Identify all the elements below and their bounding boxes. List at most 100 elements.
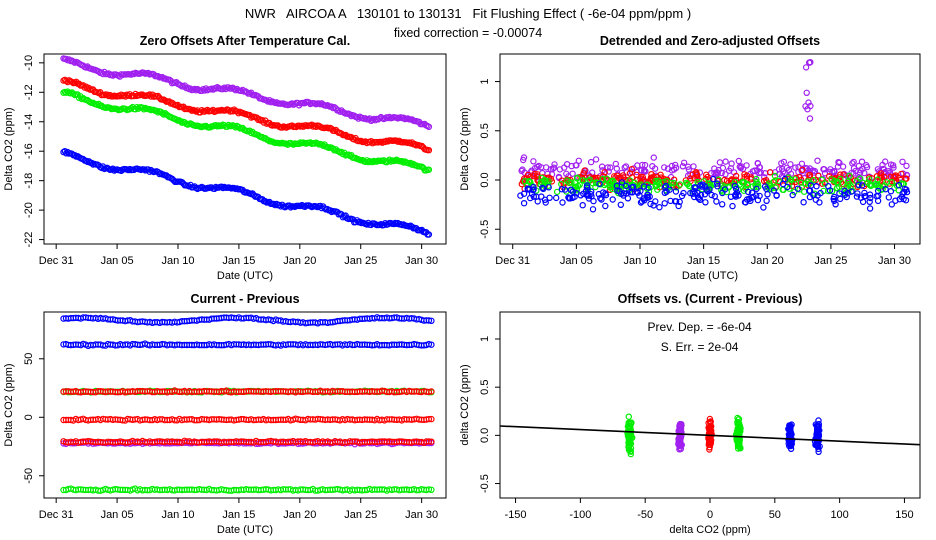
point-blue (638, 198, 646, 205)
y-tick-label: -20 (23, 202, 35, 218)
point-green (425, 486, 433, 493)
point-blue (731, 182, 739, 190)
point-blue (622, 182, 630, 190)
point-blue (855, 181, 862, 188)
point-green (521, 177, 529, 185)
point-red (425, 146, 433, 154)
point-blue (901, 188, 908, 196)
y-tick-label: 0.5 (479, 380, 491, 395)
point-blue (806, 193, 814, 201)
point-green (425, 166, 433, 173)
point-blue (637, 187, 644, 195)
point-green (655, 180, 663, 188)
point-purple (849, 160, 856, 167)
y-tick-label: -12 (23, 84, 35, 100)
point-blue (858, 182, 866, 189)
point-blue (602, 202, 609, 210)
point-red (614, 172, 621, 179)
point-green (218, 122, 225, 130)
point-green (159, 110, 166, 117)
point-purple (672, 164, 680, 171)
y-axis-label: Delta CO2 (ppm) (459, 107, 471, 190)
y-tick-label: 1 (479, 79, 491, 85)
point-green (599, 175, 606, 183)
data-points (517, 59, 911, 213)
point-red (633, 171, 640, 179)
point-green (804, 178, 812, 185)
y-axis-label: Delta CO2 (ppm) (3, 363, 15, 446)
point-blue (530, 186, 537, 193)
point-blue (633, 188, 641, 195)
point-red (766, 169, 774, 176)
point-purple (775, 166, 783, 173)
point-purple (520, 154, 528, 161)
point-red (707, 436, 714, 443)
point-green (609, 177, 616, 184)
point-blue (559, 199, 566, 206)
point-purple (863, 161, 870, 169)
x-tick-label: Jan 15 (222, 509, 255, 521)
point-green (70, 90, 77, 97)
point-purple (639, 161, 646, 169)
x-tick-label: Jan 30 (878, 255, 911, 267)
point-red (707, 427, 715, 434)
point-red (639, 173, 647, 181)
point-purple (879, 161, 886, 169)
chart-panel-2: Detrended and Zero-adjusted Offsets Date … (459, 34, 921, 282)
point-blue (577, 192, 584, 199)
point-blue (900, 195, 907, 203)
point-red (732, 172, 740, 180)
point-green (791, 188, 798, 196)
point-purple (607, 164, 614, 171)
point-green (753, 175, 760, 183)
point-blue (843, 193, 850, 201)
point-red (693, 170, 700, 177)
point-purple (563, 160, 571, 168)
point-green (888, 178, 895, 186)
point-blue (831, 193, 838, 201)
point-blue (763, 197, 770, 204)
point-red (706, 446, 713, 453)
point-red (256, 116, 263, 123)
point-blue (553, 194, 560, 202)
point-blue (589, 206, 597, 213)
point-blue (691, 184, 698, 191)
data-points (60, 55, 433, 238)
point-blue (874, 187, 882, 195)
point-purple (221, 84, 228, 91)
point-blue (896, 195, 903, 203)
point-green (791, 176, 799, 183)
point-purple (230, 85, 238, 93)
point-green (787, 176, 795, 184)
point-red (706, 415, 714, 423)
y-tick-label: -14 (23, 114, 35, 130)
point-purple (154, 72, 162, 80)
point-blue (862, 192, 869, 200)
point-red (815, 172, 822, 180)
chart-panel-3: Current - Previous Date (UTC) Delta CO2 (p… (3, 292, 447, 536)
point-green (541, 176, 548, 184)
point-blue (287, 204, 294, 211)
point-green (428, 486, 435, 493)
point-red (707, 419, 714, 426)
point-purple (305, 99, 313, 106)
point-blue (764, 191, 771, 198)
x-axis-label: delta CO2 (ppm) (669, 524, 750, 536)
point-green (811, 190, 818, 197)
chart-panel-4: Offsets vs. (Current - Previous) delta CO… (459, 292, 921, 536)
point-green (177, 118, 184, 125)
point-red (187, 106, 194, 113)
point-purple (641, 167, 648, 174)
point-blue (721, 186, 729, 193)
x-axis-label: Date (UTC) (217, 524, 273, 536)
x-tick-label: Dec 31 (39, 509, 74, 521)
point-blue (710, 175, 717, 183)
point-blue (861, 189, 868, 197)
point-red (648, 170, 655, 178)
point-purple (716, 159, 724, 166)
point-red (723, 177, 731, 184)
x-tick-label: Jan 20 (751, 255, 784, 267)
point-purple (814, 157, 821, 164)
point-red (428, 388, 435, 395)
x-tick-label: Jan 05 (101, 255, 134, 267)
